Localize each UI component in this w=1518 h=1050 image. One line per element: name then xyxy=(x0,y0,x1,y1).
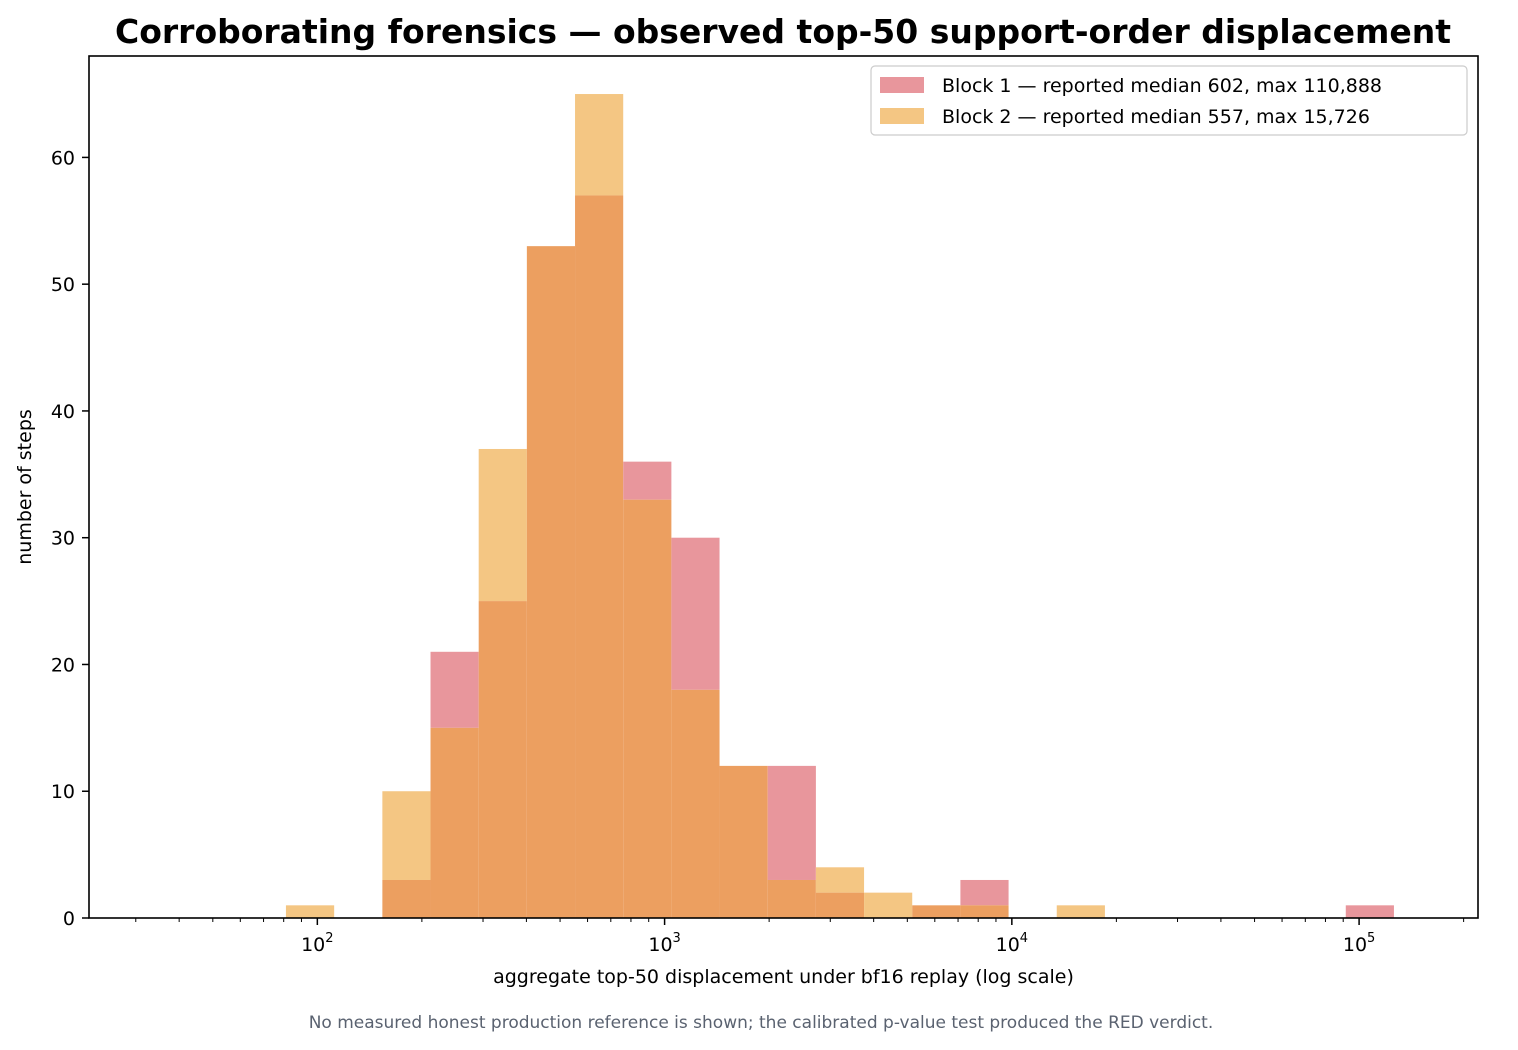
legend-swatch-block-1 xyxy=(880,77,924,93)
block-2-bar xyxy=(575,94,624,196)
block-1-bar xyxy=(430,651,479,728)
block-2-bar xyxy=(478,448,527,602)
x-axis-label: aggregate top-50 displacement under bf16… xyxy=(493,966,1074,988)
y-tick-label: 50 xyxy=(51,274,75,296)
legend: Block 1 — reported median 602, max 110,8… xyxy=(870,65,1468,136)
overlap-bar xyxy=(430,727,479,918)
overlap-bar xyxy=(575,195,624,919)
overlap-bar xyxy=(526,246,576,918)
figure-note: No measured honest production reference … xyxy=(308,1013,1214,1033)
overlap-bar xyxy=(960,905,1009,918)
block-2-bar xyxy=(285,905,335,918)
overlap-bar xyxy=(719,765,768,918)
block-1-bar xyxy=(671,537,720,690)
y-axis-ticks: 0 10 20 30 40 50 60 xyxy=(51,147,89,930)
legend-label-block-2: Block 2 — reported median 557, max 15,72… xyxy=(942,106,1370,128)
legend-box xyxy=(870,65,1468,136)
overlap-bar xyxy=(382,879,431,918)
block-2-bar xyxy=(382,791,431,880)
block-2-bar xyxy=(1056,905,1105,918)
overlap-bar xyxy=(478,601,527,918)
y-tick-label: 60 xyxy=(51,147,75,169)
x-tick-label: 105 xyxy=(1343,931,1375,956)
block-1-bar xyxy=(1345,905,1394,918)
block-1-bar xyxy=(767,765,816,880)
x-axis-ticks: 102 103 104 105 xyxy=(135,918,1465,956)
y-tick-label: 40 xyxy=(51,401,75,423)
x-tick-label: 104 xyxy=(996,931,1028,956)
legend-swatch-block-2 xyxy=(880,108,924,124)
x-tick-label: 103 xyxy=(648,931,680,956)
y-tick-label: 30 xyxy=(51,528,75,550)
overlap-bar xyxy=(912,905,961,918)
y-axis-label: number of steps xyxy=(14,409,36,565)
y-tick-label: 10 xyxy=(51,781,75,803)
x-tick-label: 102 xyxy=(301,931,333,956)
block-2-bar xyxy=(864,892,913,918)
histogram-bars xyxy=(285,94,1394,919)
chart-title: Corroborating forensics — observed top-5… xyxy=(115,12,1451,51)
overlap-bar xyxy=(767,879,816,918)
block-1-bar xyxy=(623,461,672,500)
plot-frame xyxy=(88,55,1479,919)
legend-label-block-1: Block 1 — reported median 602, max 110,8… xyxy=(942,75,1382,97)
overlap-bar xyxy=(671,689,720,918)
block-2-bar xyxy=(815,867,865,893)
y-tick-label: 0 xyxy=(63,908,75,930)
overlap-bar xyxy=(815,892,865,918)
block-1-bar xyxy=(960,879,1009,906)
y-tick-label: 20 xyxy=(51,654,75,676)
overlap-bar xyxy=(623,499,672,918)
